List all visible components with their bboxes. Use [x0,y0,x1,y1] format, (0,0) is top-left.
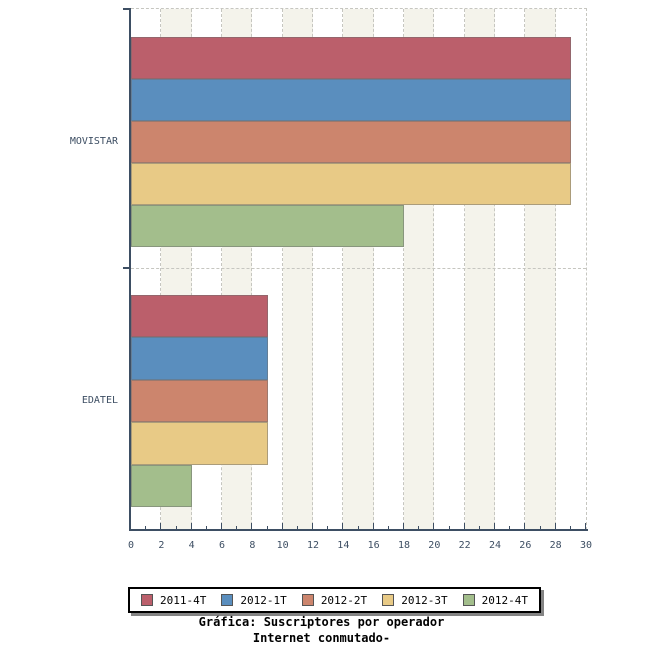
x-axis-tick-label: 10 [276,540,289,551]
x-axis-line [129,529,588,531]
x-axis-tick [175,526,177,530]
x-axis-tick [266,526,268,530]
x-axis-tick [418,526,420,530]
x-axis-tick-label: 28 [549,540,562,551]
x-axis-tick [296,526,298,530]
gridline-vertical [190,9,192,530]
x-axis-tick-label: 16 [367,540,380,551]
x-axis-tick-label: 18 [397,540,411,551]
gridline-vertical [342,9,344,530]
gridline-vertical [281,9,283,530]
gridline-vertical [221,9,222,530]
gridline-vertical [403,9,404,530]
x-axis-tick [433,523,435,530]
y-axis-spine [129,8,131,531]
x-axis-tick-label: 14 [337,540,350,551]
gridline-vertical [494,9,495,530]
legend-item: 2012-4T [462,593,528,607]
bar-edatel-2012-1T [131,337,268,380]
gridline-vertical [524,9,526,530]
bar-movistar-2012-2T [131,120,571,164]
gridline-vertical [312,9,313,530]
x-axis-tick [585,523,586,530]
x-axis-tick-label: 30 [579,540,593,551]
legend-item-label: 2012-3T [401,593,448,607]
y-axis-tick [123,8,130,10]
legend-swatch-icon [462,594,475,606]
legend-item: 2012-2T [301,593,368,607]
x-axis-tick-label: 4 [188,540,195,551]
x-axis-tick-label: 22 [458,540,471,551]
x-axis-tick [190,523,192,530]
x-axis-tick [387,526,389,530]
x-axis-tick [539,526,541,530]
bar-edatel-2012-2T [131,379,268,423]
legend: 2011-4T 2012-1T 2012-2T 2012-3T 2012-4T [128,587,541,613]
x-axis-tick [251,523,253,530]
x-axis-tick [327,526,329,530]
legend-item-label: 2011-4T [160,593,207,607]
category-label-edatel: EDATEL [81,395,118,406]
x-axis-tick-label: 2 [158,540,165,551]
legend-swatch-icon [141,594,153,606]
x-axis-tick [463,523,465,530]
chart-title-block: Gráfica: Suscriptores por operador Inter… [0,614,643,646]
gridline-vertical [372,9,374,530]
bar-movistar-2012-1T [131,78,571,121]
x-axis-tick [145,526,147,530]
x-axis-tick [357,526,359,530]
x-axis-tick [221,523,222,530]
bar-edatel-2011-4T [131,295,268,338]
x-axis-tick [569,526,571,530]
legend-item: 2011-4T [141,594,206,607]
legend-item-label: 2012-1T [240,593,287,607]
x-axis-tick-label: 8 [249,540,256,551]
x-axis-tick-label: 0 [127,540,135,551]
x-axis-tick [554,523,556,530]
gridline-vertical [433,9,435,530]
legend-item-label: 2012-4T [481,593,528,607]
gridline-vertical [160,9,162,530]
x-axis-tick [205,526,207,530]
x-axis-tick-label: 6 [218,540,226,551]
x-axis-tick [312,523,313,530]
legend-swatch-icon [221,594,234,606]
bar-movistar-2011-4T [131,36,571,79]
x-axis-tick [524,523,526,530]
legend-swatch-icon [382,594,395,606]
gridline-vertical [251,9,253,530]
x-axis-tick [342,523,344,530]
category-label-movistar: MOVISTAR [69,136,118,147]
x-axis-tick [160,523,162,530]
gridline-vertical [554,9,556,530]
x-axis-tick-label: 26 [519,540,532,551]
x-axis-tick [403,523,404,530]
category-separator-line [131,268,586,269]
x-axis-tick [448,526,450,530]
legend-item: 2012-3T [382,593,448,607]
x-axis-tick-label: 20 [428,540,441,551]
y-axis-tick [123,267,130,269]
gridline-vertical [463,9,465,530]
bar-movistar-2012-4T [131,205,404,248]
x-axis-tick [372,523,374,530]
x-axis-tick [509,526,511,530]
bar-edatel-2012-4T [131,464,192,507]
x-axis-tick-label: 12 [306,540,320,551]
x-axis-tick-label: 24 [488,540,502,551]
bar-edatel-2012-3T [131,422,268,465]
x-axis-tick [236,526,238,530]
legend-swatch-icon [301,594,314,606]
x-axis-tick [281,523,283,530]
legend-item: 2012-1T [221,593,287,607]
chart-subtitle: Internet conmutado- [252,631,391,645]
plot-area [131,8,587,530]
bar-movistar-2012-3T [131,163,571,206]
x-axis-tick [494,523,495,530]
x-axis-tick [478,526,480,530]
legend-item-label: 2012-2T [320,593,368,607]
chart-title: Gráfica: Suscriptores por operador [198,615,445,629]
